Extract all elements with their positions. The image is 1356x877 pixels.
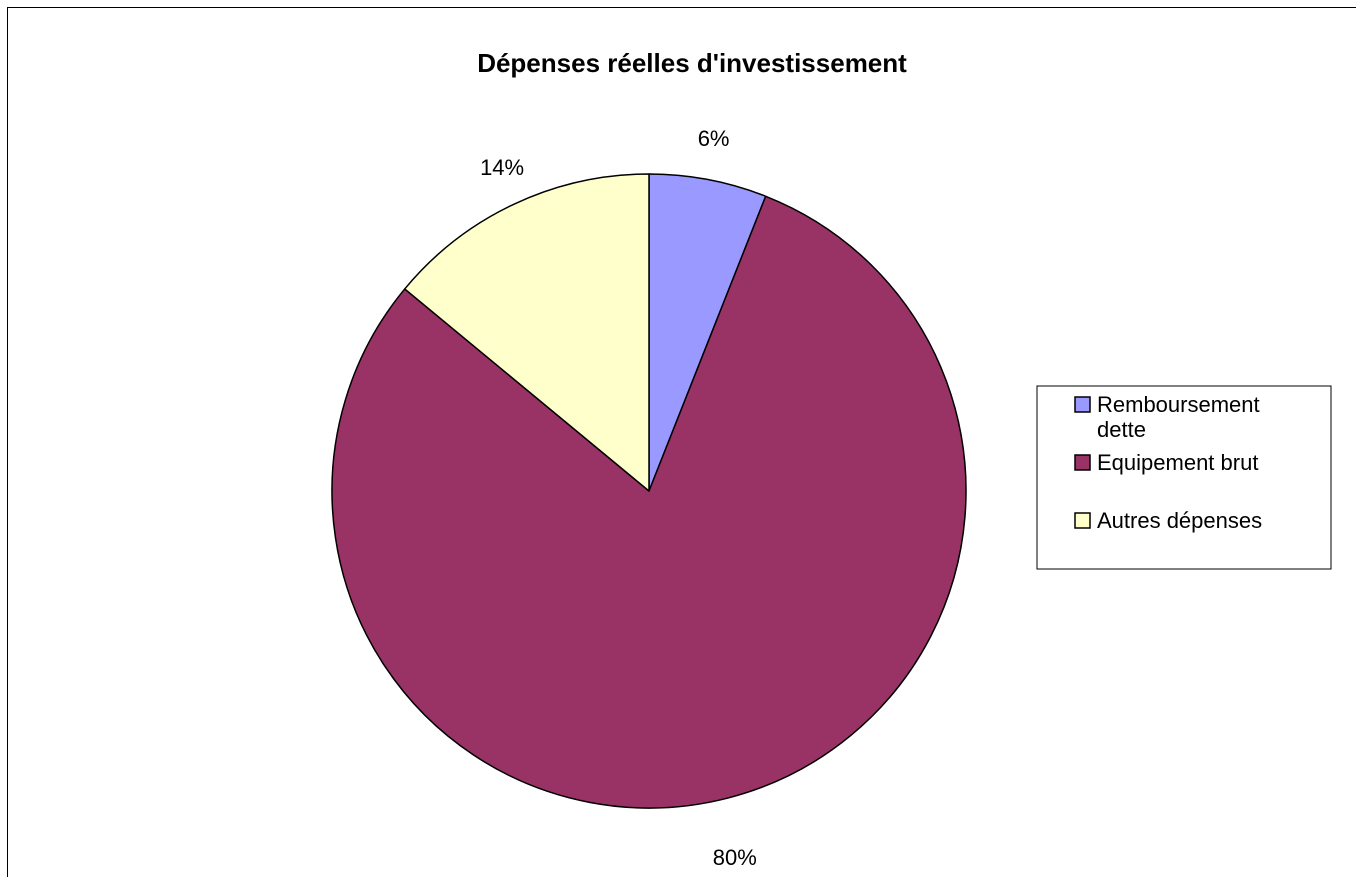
- pie-slice-1: [648, 173, 767, 492]
- data-label-2: 80%: [713, 845, 757, 870]
- legend-label-3: Autres dépenses: [1097, 508, 1262, 533]
- pie-slices: [331, 173, 967, 809]
- legend-swatch-3: [1074, 512, 1091, 529]
- legend-swatch-1: [1074, 396, 1091, 413]
- chart-title: Dépenses réelles d'investissement: [477, 48, 907, 78]
- pie-slice-3: [404, 173, 650, 492]
- legend-label-2: Equipement brut: [1097, 450, 1258, 475]
- pie-slice-2: [331, 195, 967, 809]
- legend: Remboursement dette Equipement brut Autres …: [1036, 385, 1332, 570]
- data-label-1: 6%: [698, 126, 730, 151]
- data-labels: 6% 80% 14%: [480, 126, 757, 870]
- legend-swatch-2: [1074, 454, 1091, 471]
- legend-box: [1036, 385, 1332, 570]
- data-label-3: 14%: [480, 155, 524, 180]
- legend-label-1: Remboursement dette: [1097, 392, 1260, 442]
